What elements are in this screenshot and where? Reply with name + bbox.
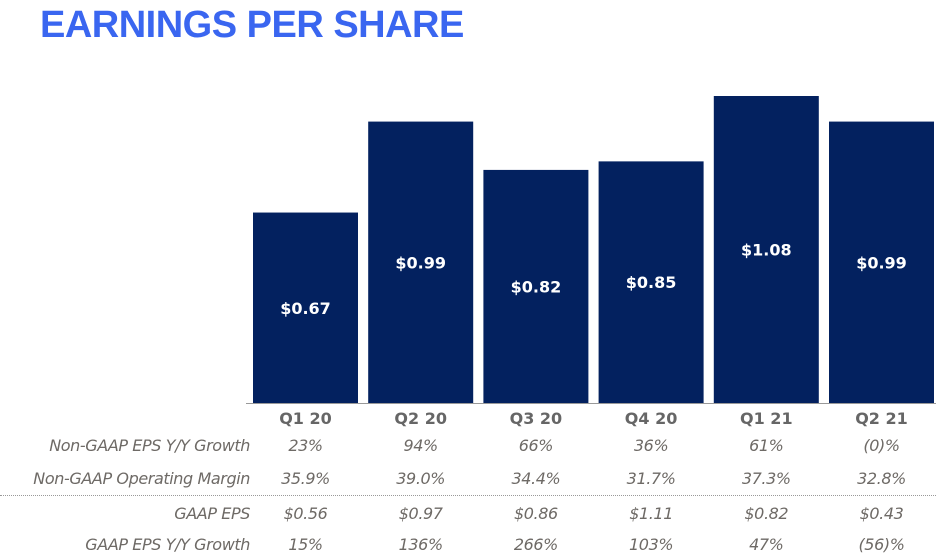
- table-cell: 66%: [518, 436, 554, 455]
- category-label: Q1 21: [740, 409, 793, 428]
- page-title: EARNINGS PER SHARE: [40, 4, 464, 46]
- table-cell: 47%: [749, 535, 784, 554]
- table-cell: $0.82: [744, 504, 789, 523]
- table-cell: $0.97: [398, 504, 443, 523]
- bar: [483, 169, 589, 403]
- table-cell: 37.3%: [741, 469, 791, 488]
- bar: [598, 161, 704, 403]
- table-cell: 136%: [398, 535, 444, 554]
- table-cell: 39.0%: [396, 469, 446, 488]
- bar-value-label: $0.99: [395, 253, 446, 272]
- bar-value-label: $0.99: [856, 253, 907, 272]
- table-cell: 32.8%: [857, 469, 906, 488]
- table-cell: $0.43: [859, 504, 904, 523]
- table-cell: $1.11: [629, 504, 673, 523]
- table-cell: 23%: [288, 436, 323, 455]
- bar: [713, 96, 819, 403]
- bar: [368, 121, 474, 403]
- row-label: GAAP EPS Y/Y Growth: [85, 535, 250, 554]
- row-label: Non-GAAP Operating Margin: [33, 469, 250, 488]
- table-cell: 31.7%: [626, 469, 676, 488]
- bar: [829, 121, 934, 403]
- table-cell: $0.56: [283, 504, 328, 523]
- table-cell: 103%: [629, 535, 674, 554]
- table-cell: (56)%: [858, 535, 905, 554]
- bar-value-label: $0.67: [280, 299, 331, 318]
- category-label: Q1 20: [279, 409, 332, 428]
- category-label: Q4 20: [625, 409, 678, 428]
- table-cell: 61%: [749, 436, 784, 455]
- table-cell: (0)%: [863, 436, 900, 455]
- row-label: GAAP EPS: [174, 504, 250, 523]
- table-cell: 266%: [513, 535, 559, 554]
- table-cell: 34.4%: [511, 469, 561, 488]
- category-label: Q2 21: [855, 409, 908, 428]
- bar-value-label: $1.08: [741, 241, 792, 260]
- table-cell: 94%: [403, 436, 439, 455]
- bar: [253, 212, 358, 403]
- table-divider: [0, 495, 936, 496]
- row-label: Non-GAAP EPS Y/Y Growth: [49, 436, 250, 455]
- eps-bar-chart: $0.67 Q1 20 $0.99 Q2 20 $0.82 Q3 20 $0.85 Q4 20…: [246, 96, 936, 428]
- table-cell: 15%: [288, 535, 323, 554]
- table-cell: 35.9%: [281, 469, 330, 488]
- bar-value-label: $0.85: [626, 273, 677, 292]
- bar-value-label: $0.82: [511, 277, 562, 296]
- category-label: Q3 20: [510, 409, 563, 428]
- table-cell: 36%: [633, 436, 669, 455]
- table-cell: $0.86: [513, 504, 558, 523]
- category-label: Q2 20: [394, 409, 447, 428]
